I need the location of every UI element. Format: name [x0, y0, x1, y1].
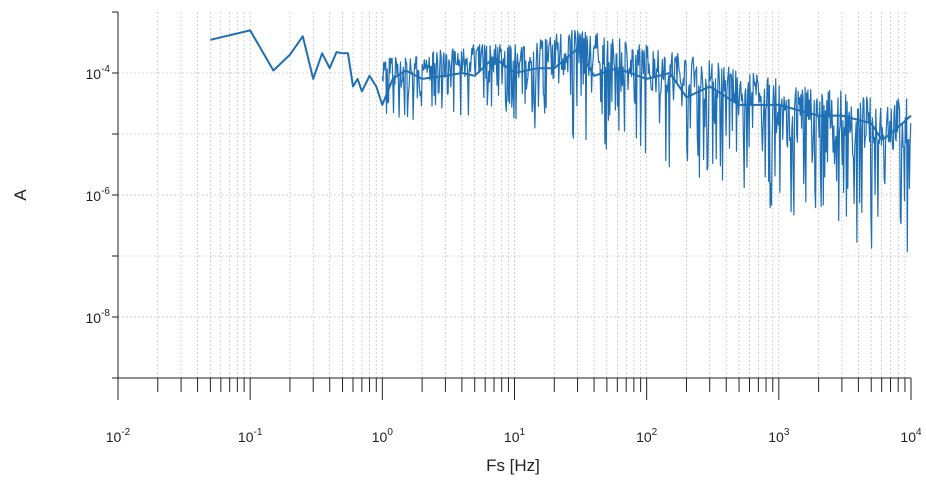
- x-tick-label: 104: [900, 427, 922, 445]
- series-line: [210, 29, 912, 141]
- x-tick-labels: 10-2 10-1 100 101 102 103 104: [106, 427, 922, 445]
- y-tick-label: 10-4: [86, 64, 111, 82]
- x-tick-label: 103: [768, 427, 790, 445]
- x-tick-label: 10-2: [106, 427, 131, 445]
- y-axis-title: A: [11, 189, 30, 201]
- y-tick-label: 10-8: [86, 308, 111, 326]
- y-tick-label: 10-6: [86, 186, 111, 204]
- series-group: [210, 29, 912, 141]
- y-tick-labels: 10-4 10-6 10-8: [86, 64, 111, 326]
- x-tick-label: 101: [504, 427, 526, 445]
- x-tick-label: 102: [636, 427, 658, 445]
- x-tick-label: 100: [372, 427, 394, 445]
- grid: [118, 12, 911, 378]
- x-tick-label: 10-1: [238, 427, 263, 445]
- x-axis-title: Fs [Hz]: [486, 456, 540, 475]
- axes: [112, 11, 912, 400]
